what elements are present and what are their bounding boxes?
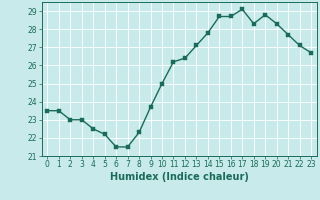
X-axis label: Humidex (Indice chaleur): Humidex (Indice chaleur) — [110, 172, 249, 182]
